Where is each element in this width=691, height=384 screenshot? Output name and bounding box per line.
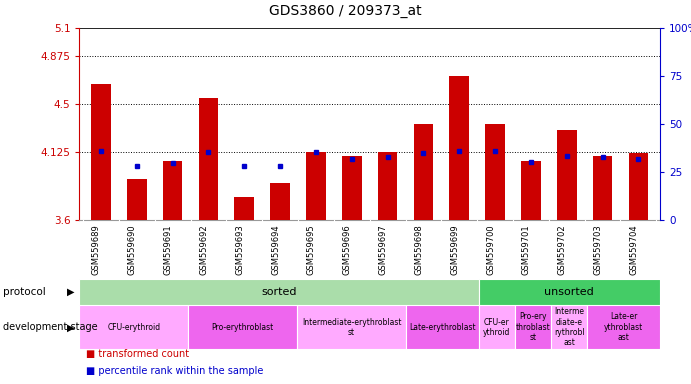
Bar: [551, 305, 587, 349]
Text: Pro-erythroblast: Pro-erythroblast: [211, 323, 274, 332]
Bar: [188, 305, 297, 349]
Bar: [521, 161, 541, 220]
Bar: [557, 130, 576, 220]
Text: protocol: protocol: [3, 287, 46, 297]
Text: CFU-erythroid: CFU-erythroid: [107, 323, 160, 332]
Text: Intermediate-erythroblast
st: Intermediate-erythroblast st: [302, 318, 401, 337]
Text: ■ percentile rank within the sample: ■ percentile rank within the sample: [86, 366, 264, 376]
Text: unsorted: unsorted: [545, 287, 594, 297]
Bar: [297, 305, 406, 349]
Bar: [79, 305, 188, 349]
Bar: [629, 153, 648, 220]
Text: GSM559703: GSM559703: [594, 224, 603, 275]
Text: ▶: ▶: [67, 322, 75, 333]
Text: GSM559704: GSM559704: [630, 224, 638, 275]
Text: GSM559696: GSM559696: [343, 224, 352, 275]
Text: GDS3860 / 209373_at: GDS3860 / 209373_at: [269, 4, 422, 18]
Text: GSM559699: GSM559699: [451, 224, 460, 275]
Text: GSM559700: GSM559700: [486, 224, 495, 275]
Bar: [587, 305, 660, 349]
Bar: [406, 305, 478, 349]
Text: Pro-ery
throblast
st: Pro-ery throblast st: [515, 313, 550, 342]
Text: GSM559701: GSM559701: [522, 224, 531, 275]
Text: ■ transformed count: ■ transformed count: [86, 349, 189, 359]
Bar: [378, 152, 397, 220]
Bar: [414, 124, 433, 220]
Text: GSM559691: GSM559691: [164, 224, 173, 275]
Text: ▶: ▶: [67, 287, 75, 297]
Text: GSM559695: GSM559695: [307, 224, 316, 275]
Text: GSM559702: GSM559702: [558, 224, 567, 275]
Bar: [593, 156, 612, 220]
Text: Late-erythroblast: Late-erythroblast: [409, 323, 475, 332]
Text: GSM559689: GSM559689: [92, 224, 101, 275]
Bar: [306, 152, 325, 220]
Bar: [127, 179, 146, 220]
Text: GSM559690: GSM559690: [128, 224, 137, 275]
Text: CFU-er
ythroid: CFU-er ythroid: [483, 318, 511, 337]
Bar: [478, 279, 660, 305]
Text: GSM559698: GSM559698: [415, 224, 424, 275]
Bar: [163, 161, 182, 220]
Bar: [234, 197, 254, 220]
Text: GSM559693: GSM559693: [235, 224, 245, 275]
Text: GSM559694: GSM559694: [271, 224, 280, 275]
Text: GSM559697: GSM559697: [379, 224, 388, 275]
Text: sorted: sorted: [261, 287, 296, 297]
Text: Late-er
ythroblast
ast: Late-er ythroblast ast: [604, 313, 643, 342]
Text: development stage: development stage: [3, 322, 98, 333]
Text: GSM559692: GSM559692: [200, 224, 209, 275]
Bar: [485, 124, 505, 220]
Bar: [91, 84, 111, 220]
Text: Interme
diate-e
rythrobl
ast: Interme diate-e rythrobl ast: [554, 307, 585, 348]
Bar: [515, 305, 551, 349]
Bar: [449, 76, 469, 220]
Bar: [478, 305, 515, 349]
Bar: [79, 279, 478, 305]
Bar: [198, 98, 218, 220]
Bar: [270, 182, 290, 220]
Bar: [342, 156, 361, 220]
